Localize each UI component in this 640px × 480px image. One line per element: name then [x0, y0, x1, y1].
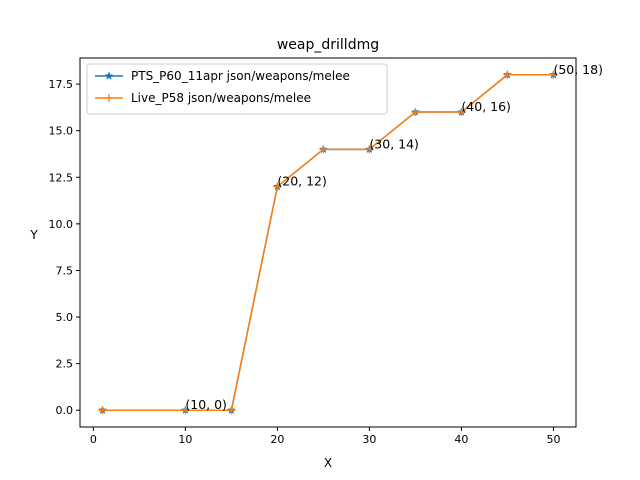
legend-box [86, 63, 388, 115]
legend: PTS_P60_11apr json/weapons/melee Live_P58… [86, 63, 388, 115]
series-2-point [503, 70, 512, 79]
x-tick-label: 50 [546, 433, 560, 446]
series-line-2 [102, 74, 554, 411]
legend-label-2: Live_P58 json/weapons/melee [131, 91, 311, 105]
y-axis-label: Y [29, 228, 38, 242]
y-tick-label: 5.0 [56, 311, 74, 324]
data-annotation: (40, 16) [461, 99, 511, 114]
y-tick-label: 2.5 [56, 358, 74, 371]
legend-marker-2 [105, 94, 113, 102]
series-2-point [411, 108, 420, 117]
x-tick-label: 30 [362, 433, 376, 446]
y-tick-label: 15.0 [49, 125, 74, 138]
x-tick-label: 40 [454, 433, 468, 446]
y-tick-label: 10.0 [49, 218, 74, 231]
y-tick-label: 0.0 [56, 404, 74, 417]
y-tick-label: 17.5 [49, 78, 74, 91]
x-tick-label: 20 [270, 433, 284, 446]
x-tick-label: 10 [178, 433, 192, 446]
legend-label-1: PTS_P60_11apr json/weapons/melee [131, 69, 350, 83]
data-annotation: (20, 12) [277, 174, 327, 189]
x-tick-label: 0 [90, 433, 97, 446]
data-annotation: (10, 0) [185, 397, 227, 412]
series-2-point [273, 182, 282, 191]
data-annotation: (30, 14) [369, 136, 419, 151]
series-2-point [365, 145, 374, 154]
legend-marker-1 [104, 71, 114, 80]
x-axis-label: X [324, 456, 332, 470]
data-annotation: (50, 18) [553, 62, 603, 77]
axes-frame [79, 57, 577, 428]
y-tick-label: 12.5 [49, 171, 74, 184]
series-2-point [227, 406, 236, 415]
series-2-point [457, 108, 466, 117]
series-2-point [181, 406, 190, 415]
series-2-point [549, 70, 558, 79]
series-2-point [319, 145, 328, 154]
plot-area: 0 10 20 30 40 50 0.0 2.5 5.0 7.5 10.0 12.5 15.0 17.5 (… [49, 62, 603, 446]
y-tick-label: 7.5 [56, 264, 74, 277]
chart-title: weap_drilldmg [277, 37, 379, 53]
series-2-point [98, 406, 107, 415]
